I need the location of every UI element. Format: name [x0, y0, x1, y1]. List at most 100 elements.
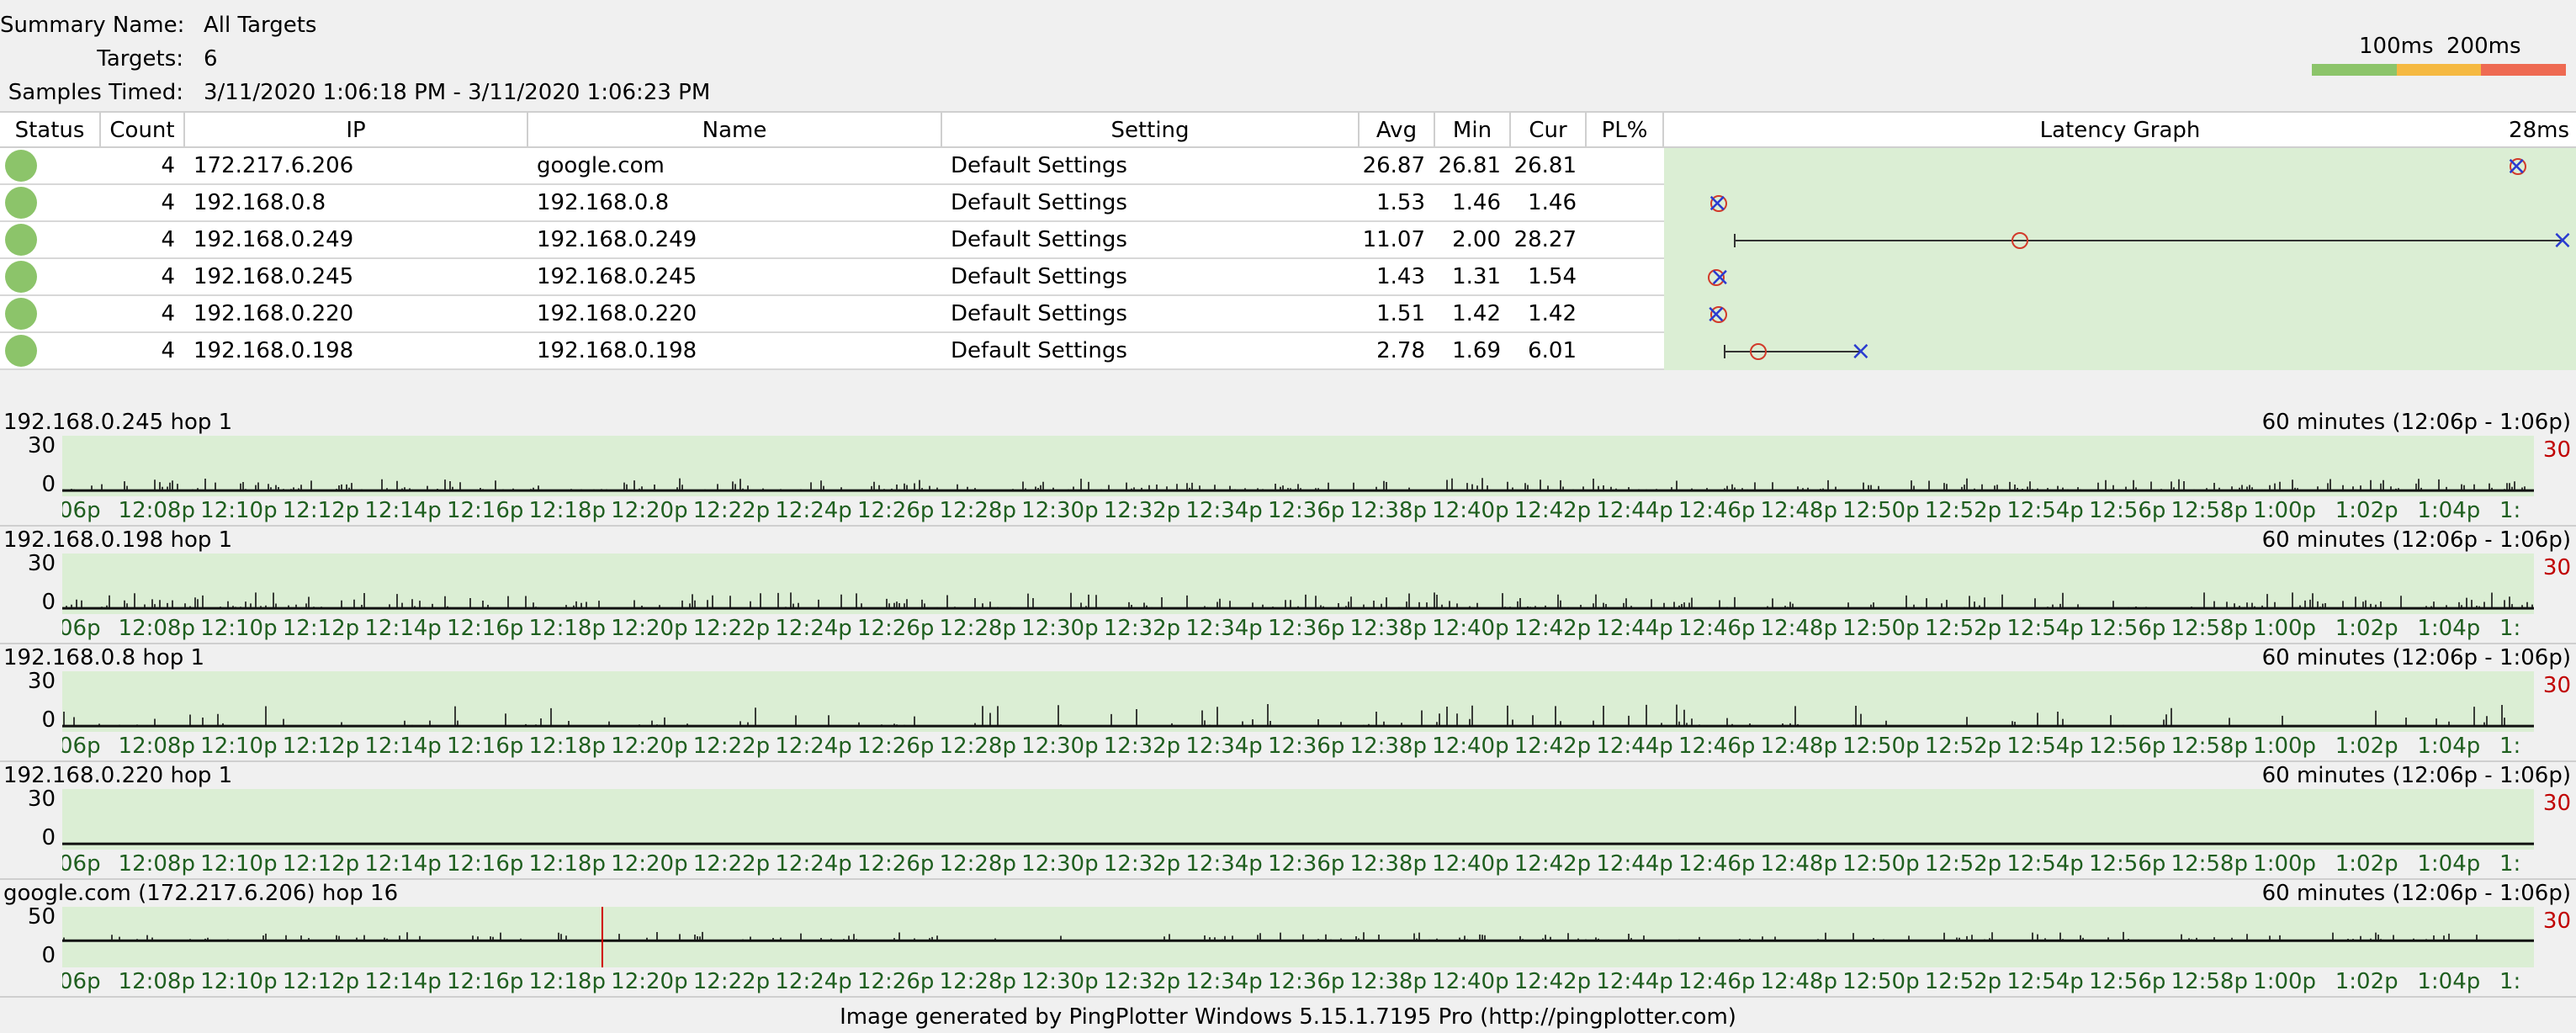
- time-axis-label: 12:22p: [692, 851, 771, 877]
- column-header-status[interactable]: Status: [0, 113, 101, 148]
- column-header-count[interactable]: Count: [101, 113, 185, 148]
- latency-avg-marker: [2011, 232, 2028, 249]
- timeline-graph[interactable]: google.com (172.217.6.206) hop 16 60 minu…: [0, 880, 2576, 998]
- cell-avg: 11.07: [1362, 227, 1425, 252]
- cell-pl: [1587, 333, 1664, 368]
- time-axis-label: 1:02p: [2335, 498, 2398, 523]
- time-axis-label: 12:40p: [1432, 498, 1509, 523]
- graph-divider: [0, 525, 2576, 527]
- latency-range-line: [1733, 240, 2563, 241]
- legend-color-bar: [2312, 64, 2567, 76]
- time-axis-label: 12:44p: [1596, 616, 1673, 641]
- column-header-latency-graph[interactable]: Latency Graph 28ms: [1664, 113, 2576, 148]
- graph-plot-area[interactable]: [62, 789, 2534, 850]
- time-axis-label: 12:28p: [939, 969, 1016, 994]
- column-header-avg[interactable]: Avg: [1360, 113, 1435, 148]
- time-axis-label: 12:40p: [1432, 734, 1509, 759]
- cell-setting: Default Settings: [951, 301, 1127, 326]
- table-row[interactable]: 4 192.168.0.245 192.168.0.245 Default Setti…: [0, 259, 2576, 296]
- table-row[interactable]: 4 192.168.0.198 192.168.0.198 Default Setti…: [0, 333, 2576, 370]
- summary-name-label: Summary Name:: [0, 13, 185, 38]
- legend-segment-0: [2312, 64, 2397, 76]
- y-axis-top-label: 30: [27, 787, 56, 812]
- time-axis-label: 12:52p: [1924, 616, 2002, 641]
- time-axis-label: 12:44p: [1596, 969, 1673, 994]
- graph-divider: [0, 760, 2576, 762]
- timeline-graph[interactable]: 192.168.0.198 hop 1 60 minutes (12:06p - …: [0, 527, 2576, 644]
- summary-name-value: All Targets: [204, 13, 317, 38]
- table-row[interactable]: 4 192.168.0.220 192.168.0.220 Default Setti…: [0, 296, 2576, 333]
- cell-name: 192.168.0.249: [537, 227, 697, 252]
- graph-plot-area[interactable]: [62, 554, 2534, 614]
- cell-cur: 1.54: [1528, 264, 1577, 289]
- cell-avg: 1.51: [1376, 301, 1425, 326]
- time-axis-label: 12:48p: [1760, 616, 1837, 641]
- latency-trace: [62, 907, 2534, 967]
- column-header-pl[interactable]: PL%: [1587, 113, 1664, 148]
- latency-trace: [62, 842, 2534, 845]
- y-axis-zero-label: 0: [41, 707, 56, 733]
- time-axis-label: 12:54p: [2006, 851, 2084, 877]
- trace-spikes: [66, 592, 2533, 609]
- column-header-min[interactable]: Min: [1435, 113, 1511, 148]
- time-axis-label: 12:24p: [775, 616, 852, 641]
- time-axis-label: 12:12p: [282, 616, 360, 641]
- cell-avg: 26.87: [1362, 153, 1425, 178]
- timeline-graph[interactable]: 192.168.0.8 hop 1 60 minutes (12:06p - 1:…: [0, 644, 2576, 762]
- time-axis-label: 12:36p: [1267, 734, 1345, 759]
- time-axis-label: 12:38p: [1349, 969, 1427, 994]
- time-axis-label: 12:12p: [282, 851, 360, 877]
- time-axis-label: 12:36p: [1267, 498, 1345, 523]
- table-row[interactable]: 4 172.217.6.206 google.com Default Settings…: [0, 148, 2576, 185]
- time-axis-label: 12:42p: [1513, 969, 1592, 994]
- graph-title: 192.168.0.245 hop 1: [3, 410, 233, 435]
- timeline-graph[interactable]: 192.168.0.220 hop 1 60 minutes (12:06p - …: [0, 762, 2576, 880]
- timeline-graph[interactable]: 192.168.0.245 hop 1 60 minutes (12:06p - …: [0, 409, 2576, 527]
- time-axis-label: 12:52p: [1924, 969, 2002, 994]
- graph-plot-area[interactable]: [62, 907, 2534, 967]
- time-axis-label: 1:02p: [2335, 969, 2398, 994]
- time-axis-label: 1:04p: [2417, 734, 2481, 759]
- time-axis-label: 12:48p: [1760, 969, 1837, 994]
- time-axis-label: 12:24p: [775, 969, 852, 994]
- graph-scale-label: 30: [2542, 437, 2571, 463]
- trace-spikes: [63, 704, 2526, 727]
- time-axis-label: 12:22p: [692, 969, 771, 994]
- table-row[interactable]: 4 192.168.0.249 192.168.0.249 Default Setti…: [0, 222, 2576, 259]
- cell-cur: 26.81: [1513, 153, 1577, 178]
- time-axis-label: 12:22p: [692, 734, 771, 759]
- cell-ip: 192.168.0.220: [193, 301, 354, 326]
- graph-plot-area[interactable]: [62, 671, 2534, 732]
- time-axis-label: 12:42p: [1513, 734, 1592, 759]
- time-axis-label: 12:44p: [1596, 851, 1673, 877]
- column-header-cur[interactable]: Cur: [1511, 113, 1587, 148]
- time-axis-label: 12:18p: [528, 851, 606, 877]
- time-axis-label: 1:00p: [2253, 498, 2317, 523]
- cell-count: 4: [161, 301, 175, 326]
- time-axis-label: 1:: [2499, 851, 2521, 877]
- column-header-setting[interactable]: Setting: [942, 113, 1360, 148]
- latency-graph-cell: ×: [1664, 296, 2576, 333]
- cell-min: 26.81: [1438, 153, 1501, 178]
- time-axis-label: 12:12p: [282, 734, 360, 759]
- time-axis-label: 12:34p: [1185, 851, 1263, 877]
- time-axis-label: 12:20p: [611, 851, 688, 877]
- time-axis-label: 12:32p: [1103, 851, 1181, 877]
- latency-graph-cell: ×: [1664, 259, 2576, 296]
- time-axis-label: 12:48p: [1760, 734, 1837, 759]
- graph-plot-area[interactable]: [62, 436, 2534, 496]
- time-axis-label: 12:10p: [200, 851, 278, 877]
- time-axis-label: 12:22p: [692, 616, 771, 641]
- graph-period: 60 minutes (12:06p - 1:06p): [2261, 881, 2571, 906]
- time-axis-label: 1:02p: [2335, 734, 2398, 759]
- column-header-name[interactable]: Name: [528, 113, 942, 148]
- cell-status: [0, 185, 101, 220]
- column-header-ip[interactable]: IP: [185, 113, 528, 148]
- cell-avg: 1.43: [1376, 264, 1425, 289]
- summary-targets-value: 6: [204, 46, 218, 72]
- time-axis-label: 12:48p: [1760, 498, 1837, 523]
- time-axis-label: 12:16p: [446, 851, 524, 877]
- summary-targets-row: Targets:: [0, 42, 183, 76]
- time-axis-label: 1:00p: [2253, 616, 2317, 641]
- table-row[interactable]: 4 192.168.0.8 192.168.0.8 Default Settings 1…: [0, 185, 2576, 222]
